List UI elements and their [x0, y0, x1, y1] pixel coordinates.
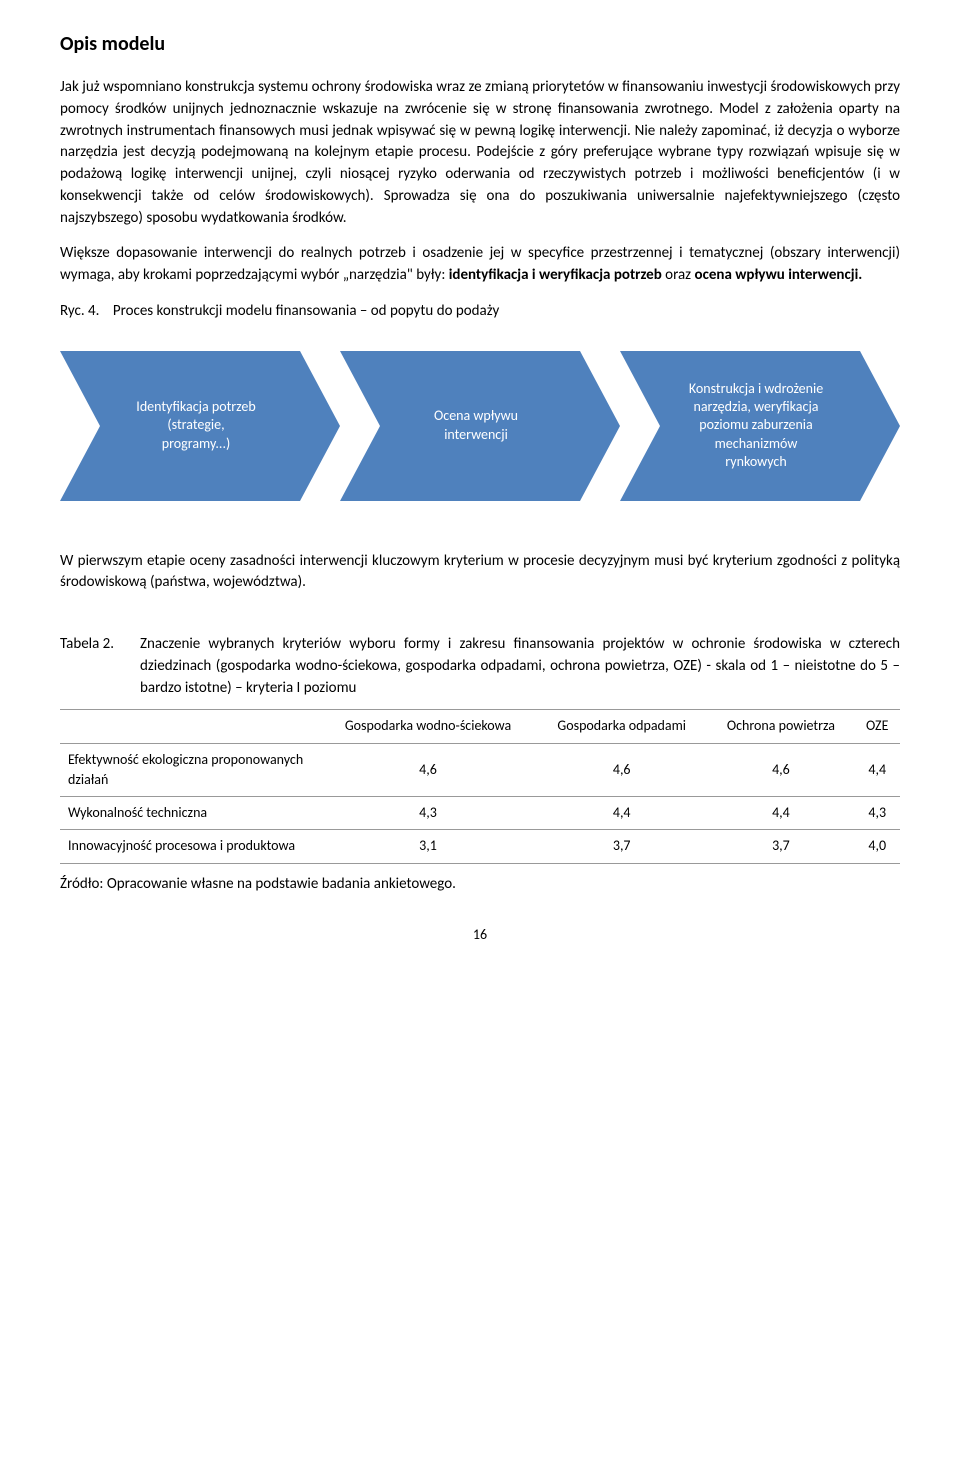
flow-step-1-label: Identyfikacja potrzeb (strategie, progra…	[82, 351, 310, 501]
table-header-cell: OZE	[854, 710, 900, 743]
table-header-cell	[60, 710, 320, 743]
page-number: 16	[60, 925, 900, 945]
table-header-row: Gospodarka wodno-ściekowa Gospodarka odp…	[60, 710, 900, 743]
flow-step-2: Ocena wpływu interwencji	[340, 351, 620, 501]
table-cell: 4,6	[320, 743, 536, 797]
flow-step-3-label: Konstrukcja i wdrożenie narzędzia, weryf…	[642, 351, 870, 501]
flow-step-3: Konstrukcja i wdrożenie narzędzia, weryf…	[620, 351, 900, 501]
table-cell: 4,6	[707, 743, 854, 797]
para2-mid: oraz	[662, 266, 695, 284]
process-flow: Identyfikacja potrzeb (strategie, progra…	[60, 351, 900, 501]
flow-step-1: Identyfikacja potrzeb (strategie, progra…	[60, 351, 340, 501]
table-cell: 4,0	[854, 830, 900, 863]
figure-number: Ryc. 4.	[60, 302, 99, 320]
table-cell: 4,4	[707, 797, 854, 830]
table-cell: 3,7	[536, 830, 707, 863]
table-cell: Efektywność ekologiczna proponowanych dz…	[60, 743, 320, 797]
table-cell: 4,4	[854, 743, 900, 797]
figure-title: Proces konstrukcji modelu finansowania –…	[113, 302, 500, 320]
table-header-cell: Gospodarka wodno-ściekowa	[320, 710, 536, 743]
table-header-cell: Ochrona powietrza	[707, 710, 854, 743]
table-caption-block: Tabela 2. Znaczenie wybranych kryteriów …	[60, 634, 900, 699]
table-cell: 4,4	[536, 797, 707, 830]
table-source: Źródło: Opracowanie własne na podstawie …	[60, 874, 900, 896]
table-number: Tabela 2.	[60, 634, 140, 699]
figure-caption: Ryc. 4. Proces konstrukcji modelu finans…	[60, 301, 900, 323]
section-heading: Opis modelu	[60, 30, 900, 59]
flow-step-2-label: Ocena wpływu interwencji	[362, 351, 590, 501]
table-row: Innowacyjność procesowa i produktowa 3,1…	[60, 830, 900, 863]
table-caption: Znaczenie wybranych kryteriów wyboru for…	[140, 634, 900, 699]
table-cell: 4,6	[536, 743, 707, 797]
paragraph-1: Jak już wspomniano konstrukcja systemu o…	[60, 77, 900, 229]
table-cell: 3,1	[320, 830, 536, 863]
table-cell: 3,7	[707, 830, 854, 863]
paragraph-2: Większe dopasowanie interwencji do realn…	[60, 243, 900, 287]
table-row: Wykonalność techniczna 4,3 4,4 4,4 4,3	[60, 797, 900, 830]
table-cell: Innowacyjność procesowa i produktowa	[60, 830, 320, 863]
paragraph-3: W pierwszym etapie oceny zasadności inte…	[60, 551, 900, 595]
table-row: Efektywność ekologiczna proponowanych dz…	[60, 743, 900, 797]
table-cell: 4,3	[854, 797, 900, 830]
table-header-cell: Gospodarka odpadami	[536, 710, 707, 743]
para2-bold1: identyfikacja i weryfikacja potrzeb	[449, 266, 662, 284]
table-cell: Wykonalność techniczna	[60, 797, 320, 830]
table-cell: 4,3	[320, 797, 536, 830]
para2-bold2: ocena wpływu interwencji.	[695, 266, 863, 284]
criteria-table: Gospodarka wodno-ściekowa Gospodarka odp…	[60, 709, 900, 863]
